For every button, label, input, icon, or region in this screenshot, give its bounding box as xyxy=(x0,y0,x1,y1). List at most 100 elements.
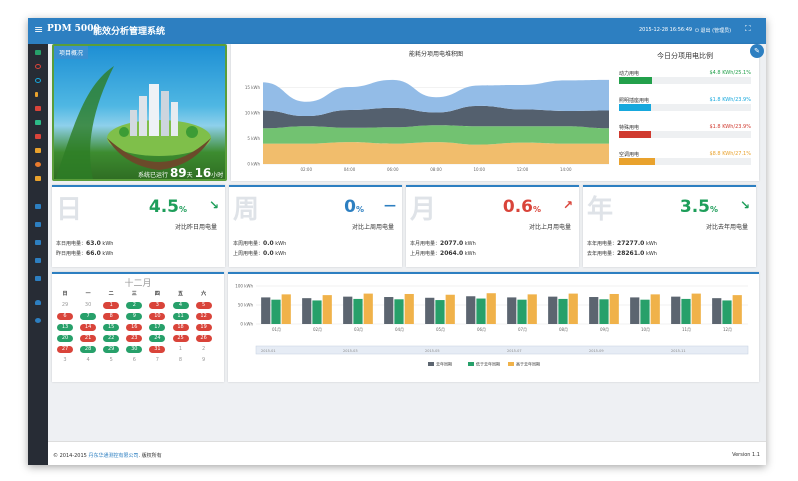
sidebar-circle-red-icon[interactable] xyxy=(35,64,41,69)
bar-mark xyxy=(640,299,650,324)
area-series xyxy=(263,79,609,117)
kpi-previous-unit: kWh xyxy=(275,251,287,257)
ratio-bar-track xyxy=(619,77,751,84)
calendar-day[interactable]: 23 xyxy=(126,335,143,342)
sidebar-folder-icon[interactable] xyxy=(35,148,41,153)
area-chart-title: 能耗分项用电堆积图 xyxy=(409,50,463,58)
brand-logo: PDM 5000 xyxy=(47,24,100,34)
calendar-day[interactable]: 21 xyxy=(80,335,97,342)
calendar-day[interactable]: 12 xyxy=(195,313,212,320)
calendar-day[interactable]: 28 xyxy=(80,346,97,353)
calendar-day[interactable]: 10 xyxy=(149,313,166,320)
calendar-day[interactable]: 30 xyxy=(84,302,92,308)
calendar-day[interactable]: 6 xyxy=(57,313,73,320)
bar-mark xyxy=(435,300,445,324)
bar-x-tick-label: 01月 xyxy=(272,327,281,332)
sidebar-gauge-icon[interactable] xyxy=(35,106,41,111)
calendar-weekday: 五 xyxy=(177,291,183,297)
calendar-day[interactable]: 26 xyxy=(195,335,212,342)
sidebar-power-icon[interactable] xyxy=(35,162,41,167)
sidebar-doc-icon[interactable] xyxy=(35,222,41,227)
area-x-tick-label: 08:00 xyxy=(430,167,442,172)
company-link[interactable]: 丹东华通测控有限公司 xyxy=(88,453,139,459)
legend-swatch xyxy=(508,362,514,366)
bar-mark xyxy=(517,299,527,324)
kpi-previous-unit: kWh xyxy=(645,251,657,257)
calendar-day[interactable]: 9 xyxy=(202,357,206,363)
sidebar-stats-icon[interactable] xyxy=(35,120,41,125)
sidebar-home-icon[interactable] xyxy=(35,50,41,55)
calendar-day[interactable]: 17 xyxy=(149,324,166,331)
sidebar-circle-blue-icon[interactable] xyxy=(35,78,41,83)
sidebar-grid-icon[interactable] xyxy=(35,176,41,181)
calendar-day[interactable]: 7 xyxy=(155,357,159,363)
calendar-day[interactable]: 1 xyxy=(103,302,120,309)
bar-mark xyxy=(712,298,722,324)
sidebar-list-icon[interactable] xyxy=(35,240,41,245)
calendar-day[interactable]: 7 xyxy=(80,313,97,320)
calendar-day[interactable]: 13 xyxy=(57,324,73,331)
menu-icon[interactable]: ≡ xyxy=(34,23,44,36)
kpi-current-value: 0.0 xyxy=(263,240,274,247)
kpi-compare-label: 对比去年用电量 xyxy=(705,224,748,231)
calendar-month: 十二月 xyxy=(124,279,152,289)
calendar-day[interactable]: 5 xyxy=(195,302,212,309)
logout-icon: ⏻ xyxy=(695,28,701,34)
calendar-day[interactable]: 27 xyxy=(57,346,73,353)
calendar-day[interactable]: 29 xyxy=(103,346,120,353)
app-window: ≡ PDM 5000 能效分析管理系统 2015-12-28 16:56:49 … xyxy=(28,18,766,465)
calendar-day[interactable]: 4 xyxy=(172,302,189,309)
ratio-item-value: $4.8 KWh/25.1% xyxy=(709,70,751,76)
sidebar-user-icon[interactable] xyxy=(35,300,41,305)
sidebar-truck-icon[interactable] xyxy=(35,204,41,209)
settings-fab-icon[interactable]: ✎ xyxy=(750,44,764,58)
calendar-day[interactable]: 24 xyxy=(149,335,166,342)
calendar-day[interactable]: 9 xyxy=(126,313,143,320)
kpi-card: 年 3.5% ↘ 对比去年用电量 本年用电量：27277.0 kWh 去年用电量… xyxy=(583,185,756,267)
uptime-label: 系统已运行 xyxy=(138,172,169,179)
uptime-hours-unit: 小时 xyxy=(211,172,224,179)
fullscreen-icon[interactable]: ⛶ xyxy=(745,24,751,33)
sidebar-bolt-icon[interactable] xyxy=(35,92,38,97)
logout-button[interactable]: ⏻ 退出 (管理员) xyxy=(695,27,731,34)
app-title: 能效分析管理系统 xyxy=(93,27,166,37)
ratio-item-value: $1.8 KWh/23.9% xyxy=(709,124,751,130)
calendar-day[interactable]: 18 xyxy=(172,324,189,331)
calendar-day[interactable]: 25 xyxy=(172,335,189,342)
bar-x-tick-label: 05月 xyxy=(436,327,445,332)
calendar-day[interactable]: 15 xyxy=(103,324,120,331)
calendar-day[interactable]: 19 xyxy=(195,324,212,331)
calendar-day[interactable]: 4 xyxy=(86,357,90,363)
calendar-day[interactable]: 2 xyxy=(126,302,143,309)
calendar-day[interactable]: 6 xyxy=(132,357,136,363)
ratio-item-name: 特殊用电 xyxy=(619,125,640,131)
calendar-day[interactable]: 30 xyxy=(126,346,143,353)
sidebar-alarm-icon[interactable] xyxy=(35,134,41,139)
sidebar-settings-icon[interactable] xyxy=(35,318,41,323)
calendar-day[interactable]: 20 xyxy=(57,335,73,342)
navigator-label: 2015-05 xyxy=(425,349,440,353)
area-x-tick-label: 04:00 xyxy=(344,167,356,172)
calendar-day[interactable]: 31 xyxy=(149,346,166,353)
sidebar-chart-icon[interactable] xyxy=(35,276,41,281)
bar-x-tick-label: 03月 xyxy=(354,327,363,332)
calendar-day[interactable]: 5 xyxy=(109,357,113,363)
bar-mark xyxy=(630,297,640,324)
calendar-day[interactable]: 22 xyxy=(103,335,120,342)
calendar-day[interactable]: 3 xyxy=(149,302,166,309)
calendar-day[interactable]: 3 xyxy=(63,357,67,363)
calendar-day[interactable]: 1 xyxy=(178,346,183,352)
sidebar-report-icon[interactable] xyxy=(35,258,41,263)
kpi-compare-label: 对比上周用电量 xyxy=(351,224,394,231)
calendar-day[interactable]: 8 xyxy=(178,357,183,363)
calendar-day[interactable]: 11 xyxy=(172,313,189,320)
calendar-day[interactable]: 8 xyxy=(103,313,120,320)
calendar-day[interactable]: 29 xyxy=(61,302,69,308)
bar-x-tick-label: 11月 xyxy=(682,327,691,332)
bar-mark xyxy=(691,293,701,324)
calendar-day[interactable]: 2 xyxy=(202,346,206,352)
calendar-day[interactable]: 14 xyxy=(80,324,97,331)
calendar-day[interactable]: 16 xyxy=(126,324,143,331)
ratio-item-value: $1.8 KWh/23.9% xyxy=(709,97,751,103)
bar-x-tick-label: 08月 xyxy=(559,327,568,332)
